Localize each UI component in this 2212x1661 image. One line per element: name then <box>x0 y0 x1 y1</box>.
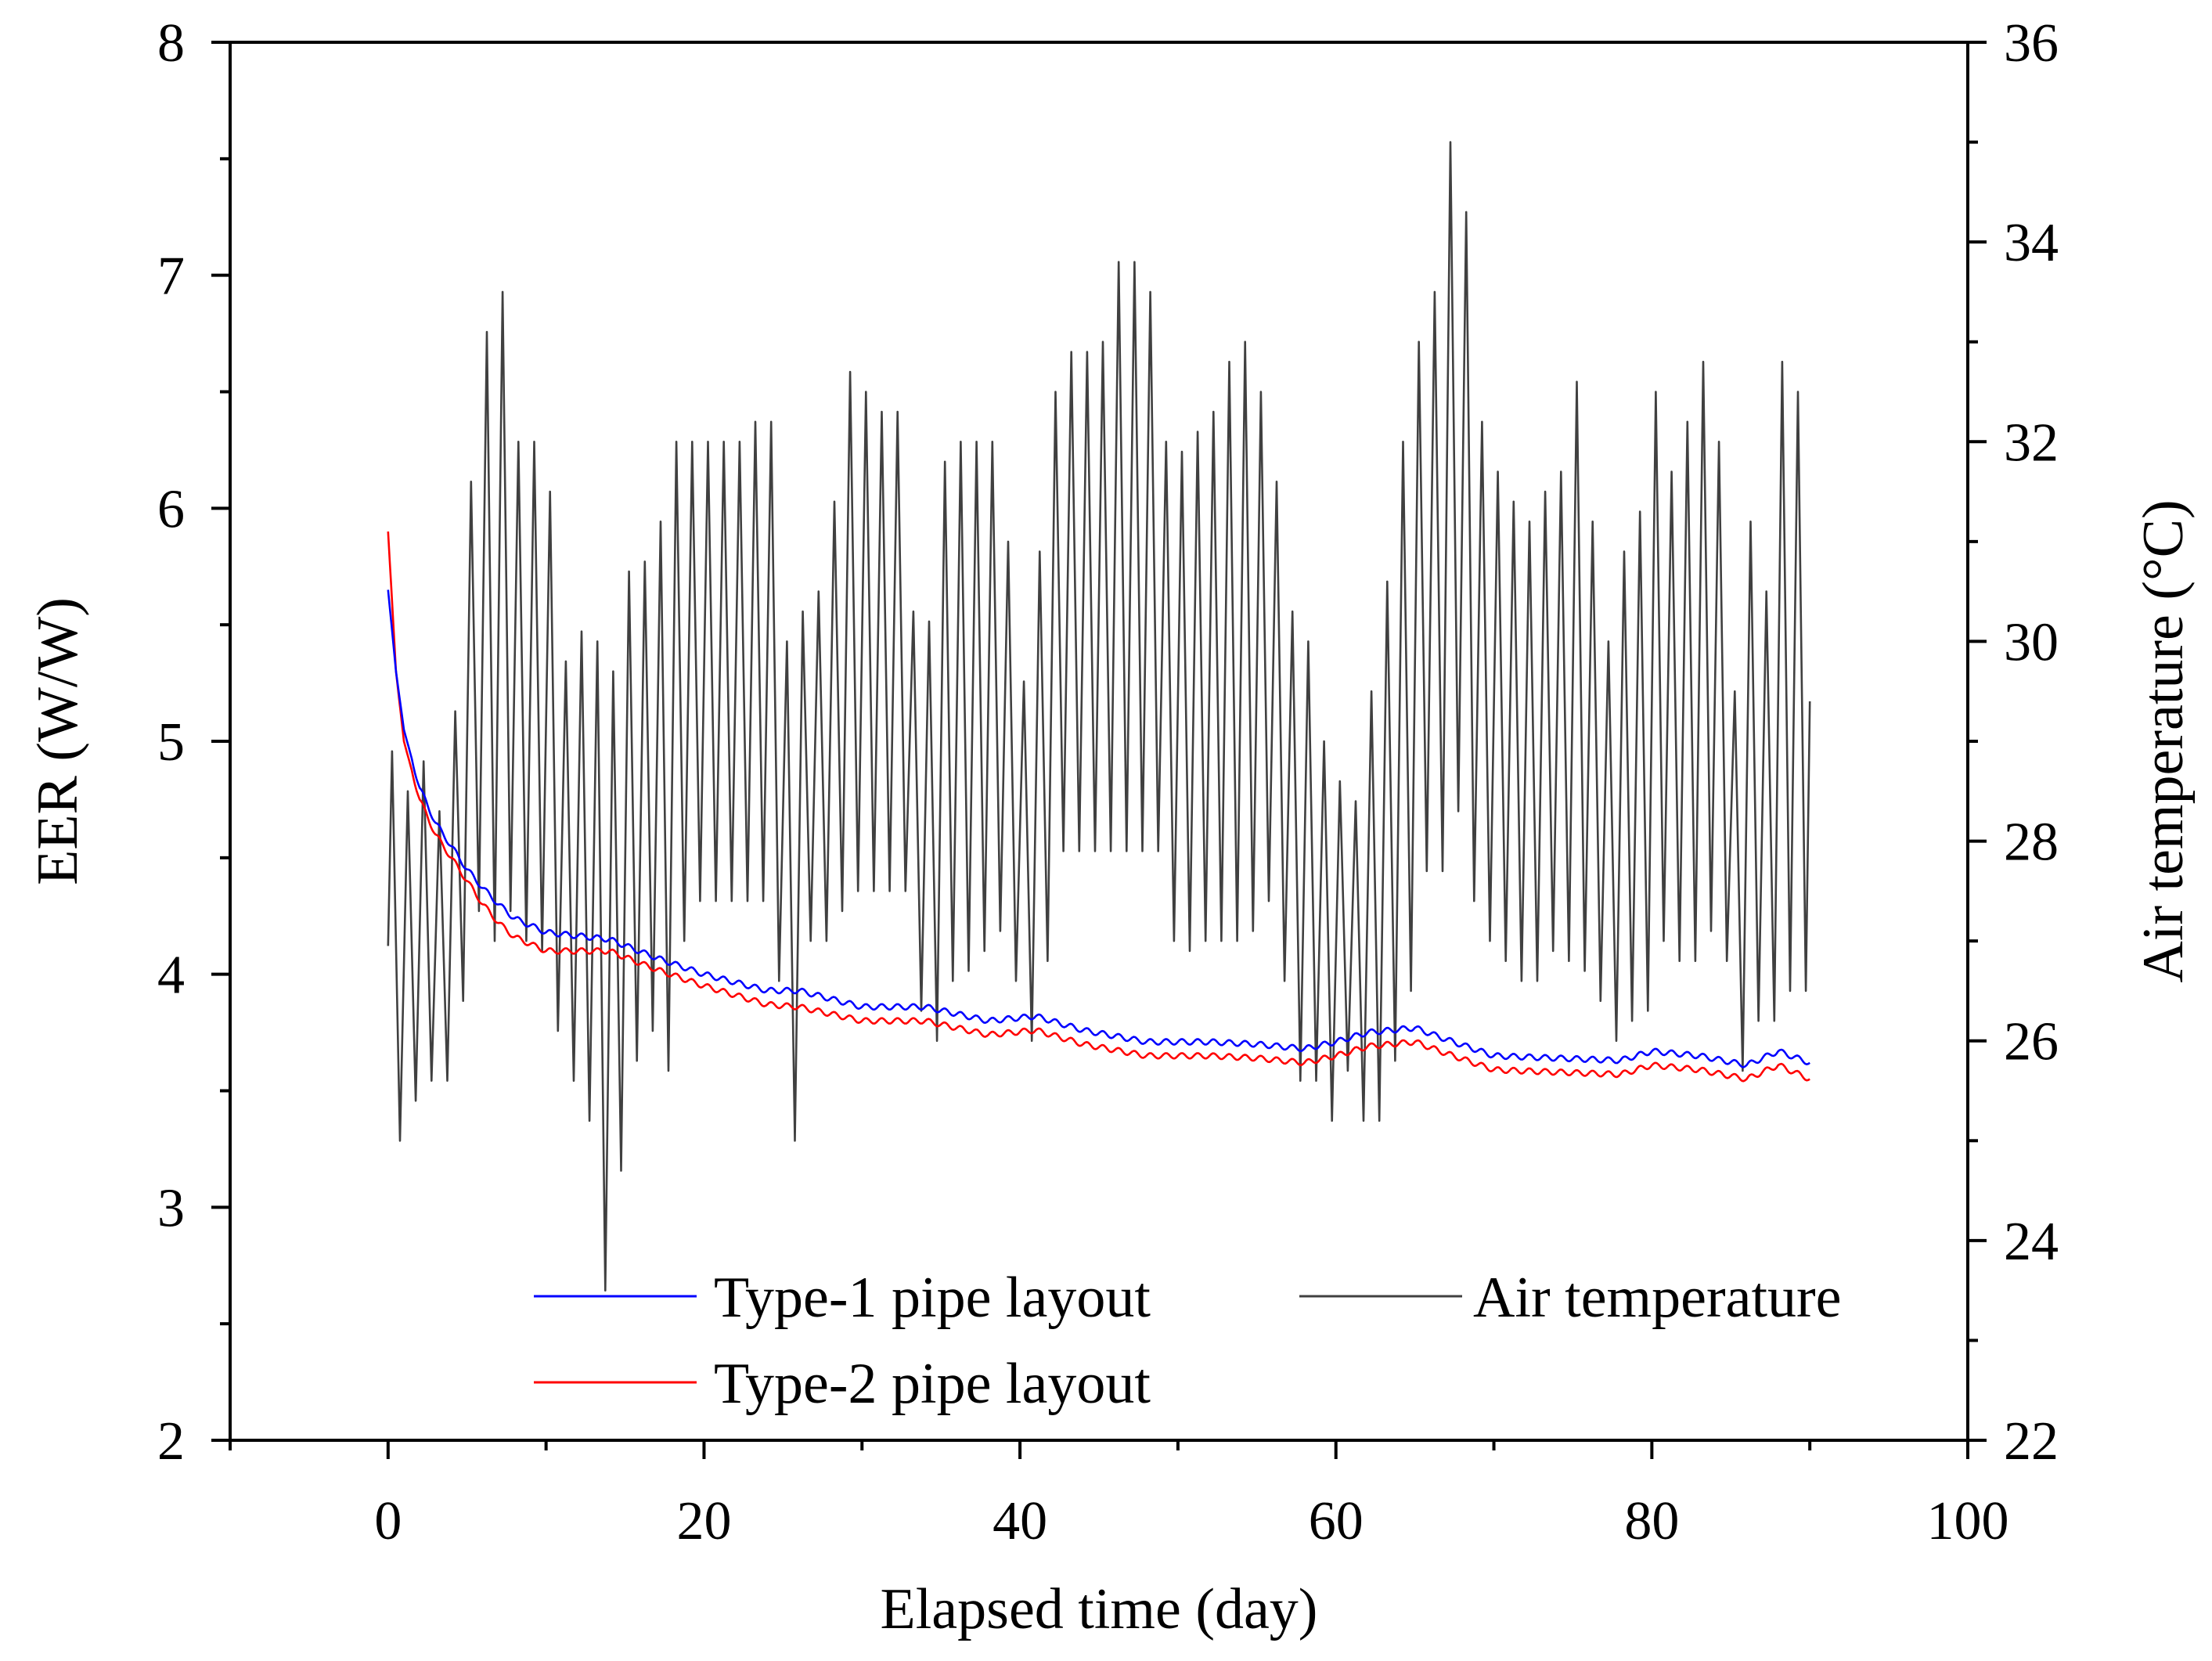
right-y-tick-label: 30 <box>2004 612 2059 672</box>
x-tick-label: 100 <box>1927 1491 2009 1551</box>
right-y-axis-title: Air temperature (°C) <box>2131 499 2196 982</box>
left-y-tick-label: 7 <box>157 247 185 307</box>
left-y-axis-title: EER (W/W) <box>26 597 90 885</box>
type-2-pipe-layout-line <box>387 531 1810 1083</box>
left-y-tick-labels: 2 3 4 5 6 7 8 <box>157 13 185 1472</box>
x-tick-labels: 0 20 40 60 80 100 <box>374 1491 2008 1551</box>
x-tick-label: 40 <box>993 1491 1047 1551</box>
right-y-tick-label: 28 <box>2004 812 2059 873</box>
plot-frame <box>229 41 1969 1442</box>
x-tick-label: 60 <box>1309 1491 1364 1551</box>
legend: Type-1 pipe layout Air temperature Type-… <box>534 1266 1842 1416</box>
x-tick-label: 0 <box>374 1491 402 1551</box>
right-y-tick-label: 34 <box>2004 213 2059 273</box>
legend-label-air-temperature: Air temperature <box>1473 1266 1842 1330</box>
right-y-tick-label: 24 <box>2004 1212 2059 1272</box>
left-y-tick-label: 8 <box>157 13 185 74</box>
axis-ticks <box>211 41 1987 1459</box>
right-y-tick-labels: 22 24 26 28 30 32 34 36 <box>2004 13 2059 1472</box>
right-y-tick-label: 26 <box>2004 1012 2059 1072</box>
legend-label-type-2: Type-2 pipe layout <box>714 1352 1151 1416</box>
x-tick-label: 20 <box>676 1491 731 1551</box>
left-y-tick-label: 2 <box>157 1411 185 1472</box>
left-y-tick-label: 4 <box>157 946 185 1006</box>
type-1-pipe-layout-line <box>387 589 1810 1068</box>
x-tick-label: 80 <box>1624 1491 1679 1551</box>
left-y-tick-label: 6 <box>157 479 185 539</box>
x-axis-title: Elapsed time (day) <box>881 1577 1318 1641</box>
right-y-tick-label: 32 <box>2004 413 2059 473</box>
air-temperature-line <box>387 141 1811 1292</box>
legend-label-type-1: Type-1 pipe layout <box>714 1266 1151 1330</box>
right-y-tick-label: 36 <box>2004 13 2059 74</box>
right-y-tick-label: 22 <box>2004 1411 2059 1472</box>
left-y-tick-label: 3 <box>157 1178 185 1238</box>
left-y-tick-label: 5 <box>157 712 185 773</box>
